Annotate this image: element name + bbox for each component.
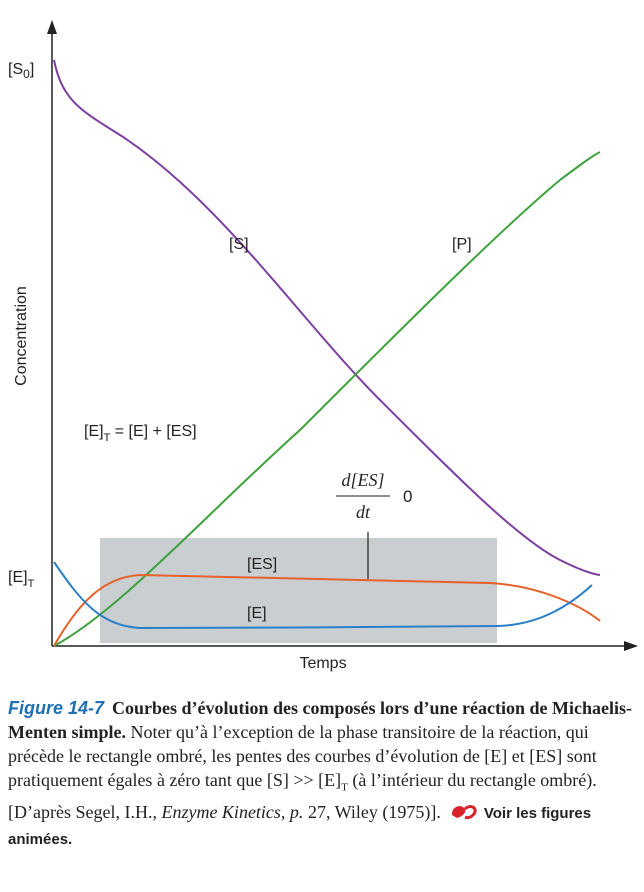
e-label: [E]	[247, 605, 267, 622]
derivative-value: 0	[403, 487, 412, 506]
animation-link[interactable]: Voir les figures animées.	[8, 804, 592, 848]
s0-label: [S0]	[8, 61, 34, 81]
derivative-denominator: dt	[356, 502, 371, 522]
p-curve	[53, 151, 601, 647]
x-arrow	[624, 641, 638, 651]
s0-main: [S	[8, 61, 23, 78]
caption: Figure 14-7 Courbes d’évolution des compo…	[8, 696, 636, 852]
s-label: [S]	[229, 236, 249, 253]
caption-sub: T	[341, 781, 348, 794]
animation-icon[interactable]	[449, 801, 479, 821]
et-label: [E]T	[8, 569, 35, 590]
caption-text: (à l’intérieur du rectangle ombré). [D’a…	[8, 770, 597, 822]
es-label: [ES]	[247, 556, 277, 573]
figure: Concentration Temps [S0] [E]T [S] [P] [E…	[8, 20, 638, 672]
caption-text: 27, Wiley (1975)].	[303, 801, 441, 822]
figure-label: Figure 14-7	[8, 698, 105, 718]
y-axis-label: Concentration	[13, 286, 30, 386]
eq-rest: = [E] + [ES]	[110, 423, 196, 440]
s0-end: ]	[30, 61, 34, 78]
x-axis-label: Temps	[299, 655, 346, 672]
s-curve	[53, 59, 601, 576]
eq-main: [E]	[84, 423, 104, 440]
y-arrow	[47, 20, 57, 34]
s0-sub: 0	[23, 67, 30, 81]
et-sub: T	[28, 578, 35, 590]
e-curve	[53, 561, 593, 630]
caption-italic: Enzyme Kinetics, p.	[161, 801, 304, 822]
p-label: [P]	[452, 236, 472, 253]
caption-bold: Courbes d’évolution des composés lors d’…	[8, 698, 633, 742]
equation: [E]T = [E] + [ES]	[84, 423, 197, 444]
es-curve	[53, 573, 601, 647]
caption-text: Noter qu’à l’exception de la phase trans…	[8, 722, 597, 790]
derivative-numerator: d[ES]	[341, 470, 384, 490]
eq-sub: T	[104, 432, 111, 444]
et-main: [E]	[8, 569, 28, 586]
